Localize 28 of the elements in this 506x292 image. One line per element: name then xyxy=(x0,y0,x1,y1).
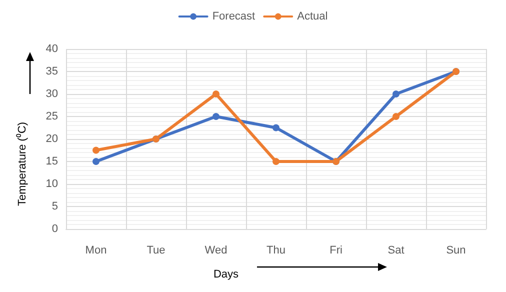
point xyxy=(272,158,280,165)
point xyxy=(212,113,220,120)
x-tick-label: Sun xyxy=(446,244,466,256)
x-axis-title: Days xyxy=(213,268,240,280)
y-tick-label: 15 xyxy=(46,156,58,168)
y-tick-label: 30 xyxy=(46,88,58,100)
y-tick-label: 0 xyxy=(52,223,58,235)
point xyxy=(92,158,100,165)
y-tick-label: 5 xyxy=(52,200,58,212)
y-tick-label: 35 xyxy=(46,66,58,78)
point xyxy=(392,113,400,120)
point xyxy=(272,124,280,132)
y-tick-label: 20 xyxy=(46,133,58,145)
x-tick-label: Thu xyxy=(266,244,286,256)
y-tick-label: 10 xyxy=(46,178,58,190)
point xyxy=(212,90,220,98)
x-tick-label: Sat xyxy=(388,244,404,256)
y-tick-label: 25 xyxy=(46,110,58,122)
point xyxy=(392,90,400,98)
legend-label: Actual xyxy=(297,10,328,22)
y-tick-label: 40 xyxy=(46,43,58,55)
x-tick-label: Mon xyxy=(85,244,107,256)
point xyxy=(92,146,100,154)
x-tick-label: Fri xyxy=(330,244,342,256)
legend-label: Forecast xyxy=(212,10,256,22)
x-tick-label: Wed xyxy=(204,244,228,256)
y-axis-title: Temperature (⁰C) xyxy=(16,122,28,206)
x-tick-label: Tue xyxy=(146,244,166,256)
